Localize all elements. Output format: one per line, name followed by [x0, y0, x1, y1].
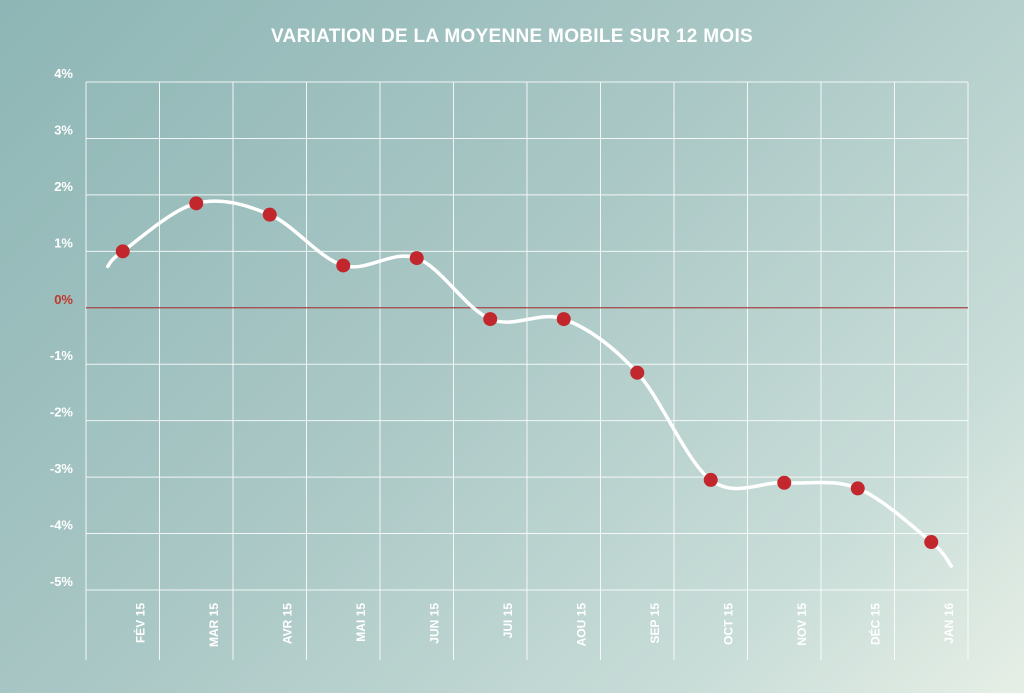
y-tick-label: 2% [54, 179, 73, 194]
y-tick-label: -2% [50, 405, 74, 420]
x-tick-label: JAN 16 [942, 603, 956, 644]
y-tick-label: 4% [54, 66, 73, 81]
data-point [556, 312, 571, 327]
x-tick-label: AVR 15 [281, 603, 295, 644]
y-tick-label: 1% [54, 235, 73, 250]
data-point [777, 475, 792, 490]
y-tick-label: -1% [50, 348, 74, 363]
data-point [483, 312, 498, 327]
x-tick-label: OCT 15 [722, 603, 736, 645]
x-tick-label: FÉV 15 [133, 603, 148, 643]
data-point [850, 481, 865, 496]
x-tick-label: JUI 15 [501, 603, 515, 639]
y-tick-label: -5% [50, 574, 74, 589]
data-point [336, 258, 351, 273]
y-tick-label: 0% [54, 292, 73, 307]
data-point [115, 244, 130, 259]
x-tick-label: NOV 15 [795, 603, 809, 646]
data-point [189, 196, 204, 211]
y-tick-label: -3% [50, 461, 74, 476]
grid [85, 81, 969, 660]
x-tick-label: AOU 15 [575, 603, 589, 647]
x-tick-label: MAI 15 [354, 603, 368, 642]
x-tick-label: JUN 15 [428, 603, 442, 644]
x-tick-label: SEP 15 [648, 603, 662, 644]
data-point [409, 251, 424, 266]
x-tick-label: MAR 15 [207, 603, 221, 647]
data-point [703, 472, 718, 487]
chart-title: VARIATION DE LA MOYENNE MOBILE SUR 12 MO… [270, 26, 753, 47]
data-point [924, 535, 939, 550]
x-tick-label: DÉC 15 [868, 603, 883, 645]
y-tick-label: -4% [50, 518, 74, 533]
series [106, 196, 953, 568]
x-axis-ticks: FÉV 15 MAR 15 AVR 15 MAI 15 JUN 15 JUI 15 AOU … [133, 603, 957, 647]
y-axis-ticks: 4% 3% 2% 1% 0% -1% -2% -3% -4% -5% [50, 66, 74, 589]
data-point [262, 207, 277, 222]
series-line [106, 199, 953, 568]
y-tick-label: 3% [54, 122, 73, 137]
data-point [630, 365, 645, 380]
